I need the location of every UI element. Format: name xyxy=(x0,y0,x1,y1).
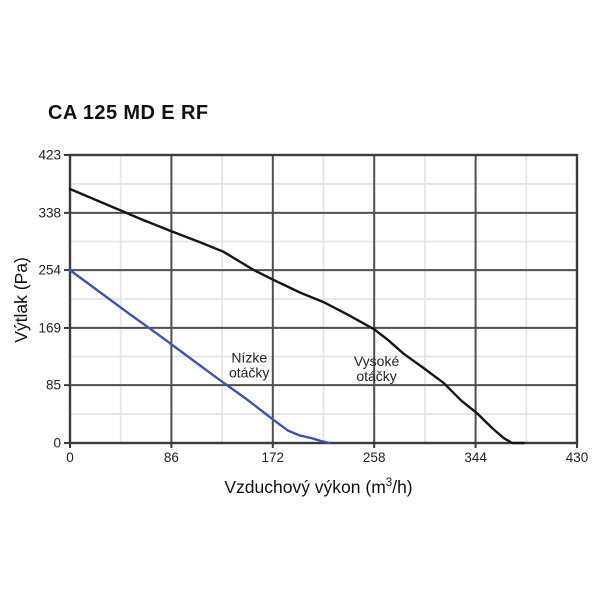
plot-border xyxy=(68,153,579,445)
x-tick-label: 86 xyxy=(164,450,179,465)
x-axis-title-prefix: Vzduchový výkon (m xyxy=(224,477,385,497)
curve-label-line: Nízke xyxy=(231,350,267,366)
curve-label-line: otáčky xyxy=(229,365,269,381)
x-tick-label: 0 xyxy=(66,450,74,465)
x-tick-label: 430 xyxy=(566,450,589,465)
nizke-otacky-curve xyxy=(68,268,331,445)
y-tick-label: 0 xyxy=(53,436,61,451)
x-axis-title: Vzduchový výkon (m3/h) xyxy=(224,477,412,497)
x-tick-label: 344 xyxy=(464,450,487,465)
curve-label-vysoke-otacky: Vysoké otáčky xyxy=(354,353,400,384)
y-axis-title: Výtlak (Pa) xyxy=(11,257,31,343)
curve-label-nizke-otacky: Nízke otáčky xyxy=(229,350,269,381)
x-axis-title-suffix: /h) xyxy=(392,477,412,497)
y-tick-label: 338 xyxy=(38,205,61,220)
x-tick-label: 258 xyxy=(363,450,386,465)
x-tick-label: 172 xyxy=(262,450,285,465)
vysoke-otacky-curve xyxy=(68,187,526,445)
chart-title: CA 125 MD E RF xyxy=(48,102,209,124)
y-tick-label: 254 xyxy=(38,263,61,278)
y-tick-label: 169 xyxy=(38,320,61,335)
curve-label-line: otáčky xyxy=(356,368,396,384)
x-axis-title-sup: 3 xyxy=(386,477,392,489)
curve-label-line: Vysoké xyxy=(354,353,400,369)
y-tick-label: 85 xyxy=(46,378,61,393)
y-tick-label: 423 xyxy=(38,148,61,163)
